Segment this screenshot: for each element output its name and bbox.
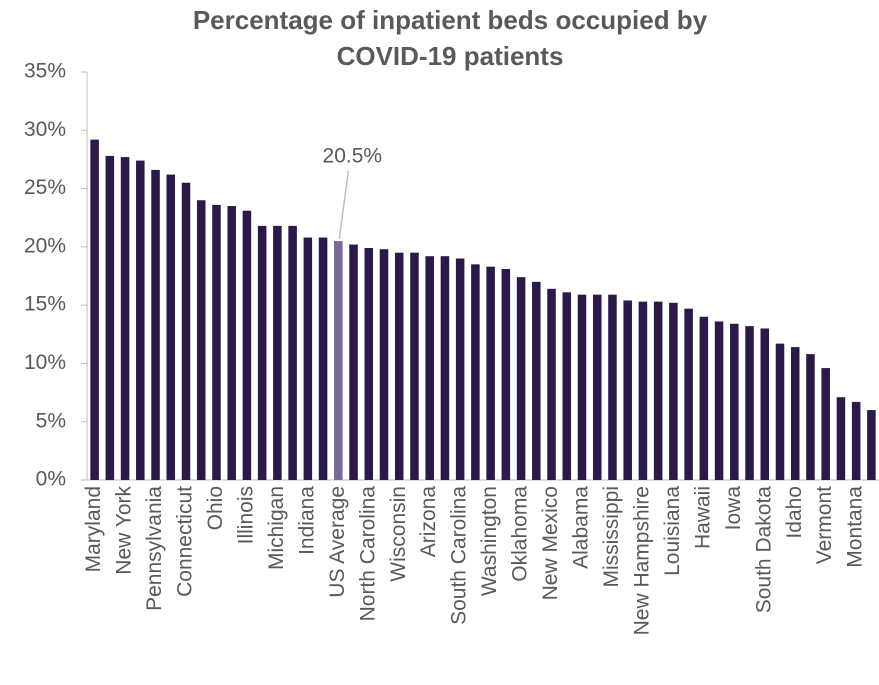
x-tick-label: Iowa xyxy=(722,486,745,531)
bar xyxy=(821,368,830,480)
bar xyxy=(120,157,130,480)
bar xyxy=(257,225,267,480)
bar xyxy=(288,225,297,480)
x-tick-label: Connecticut xyxy=(174,486,197,597)
x-tick-label: Michigan xyxy=(265,486,288,570)
bar xyxy=(730,323,739,480)
bar xyxy=(851,401,861,480)
x-tick-label: Ohio xyxy=(204,486,227,530)
x-tick-label: Vermont xyxy=(813,486,836,564)
y-tick-label: 25% xyxy=(24,176,66,199)
y-tick-label: 30% xyxy=(24,118,66,141)
bar xyxy=(638,301,648,480)
bar xyxy=(684,308,693,480)
bar xyxy=(516,277,526,480)
x-tick-label: Hawaii xyxy=(691,486,714,549)
bar xyxy=(562,292,572,480)
y-tick-label: 20% xyxy=(24,234,66,257)
bar xyxy=(151,169,160,481)
bar xyxy=(242,210,252,480)
leader-line xyxy=(338,170,350,240)
bar xyxy=(425,256,434,480)
bar xyxy=(806,354,815,480)
y-tick-label: 35% xyxy=(24,60,66,83)
bar xyxy=(334,241,343,480)
bar xyxy=(501,269,511,480)
bar xyxy=(486,266,495,480)
bar xyxy=(775,343,785,480)
x-tick-label: Oklahoma xyxy=(509,486,532,582)
data-label: 20.5% xyxy=(323,145,383,168)
bar xyxy=(836,397,846,480)
bar xyxy=(303,237,313,480)
y-tick-label: 0% xyxy=(36,468,66,491)
bar xyxy=(455,258,465,480)
bar xyxy=(90,139,99,480)
x-tick-label: Maryland xyxy=(82,486,105,572)
bar xyxy=(745,326,754,480)
bar xyxy=(577,294,587,480)
bar xyxy=(547,288,556,480)
y-tick-label: 10% xyxy=(24,351,66,374)
bar xyxy=(592,294,602,480)
bar xyxy=(623,300,632,480)
x-tick-label: Montana xyxy=(844,486,867,568)
bar xyxy=(669,302,678,480)
bar xyxy=(790,347,800,480)
x-tick-label: North Carolina xyxy=(356,486,379,622)
bar xyxy=(227,206,236,481)
x-tick-label: South Carolina xyxy=(448,486,471,625)
bar xyxy=(714,321,724,480)
x-tick-label: Indiana xyxy=(295,486,318,555)
bar xyxy=(532,281,541,480)
bar xyxy=(379,249,389,480)
x-tick-label: Mississippi xyxy=(600,486,623,588)
x-tick-label: Washington xyxy=(478,486,501,596)
chart-title: COVID-19 patients xyxy=(337,41,564,71)
x-tick-label: Illinois xyxy=(234,486,257,544)
bar xyxy=(166,174,176,480)
bar xyxy=(136,160,145,480)
bar xyxy=(608,294,617,480)
bar xyxy=(394,252,404,480)
x-tick-label: Arizona xyxy=(417,486,440,558)
bar xyxy=(440,256,450,480)
y-tick-label: 15% xyxy=(24,293,66,316)
x-tick-label: Idaho xyxy=(783,486,806,539)
chart-title: Percentage of inpatient beds occupied by xyxy=(193,5,708,35)
x-tick-label: South Dakota xyxy=(752,486,775,614)
bar xyxy=(471,264,480,480)
bar xyxy=(212,204,221,481)
bar xyxy=(349,244,358,480)
x-tick-label: New Mexico xyxy=(539,486,562,600)
x-tick-label: Alabama xyxy=(570,486,593,569)
bar xyxy=(760,328,770,480)
bar xyxy=(364,248,374,480)
bar xyxy=(699,316,709,480)
y-tick-label: 5% xyxy=(36,409,66,432)
x-tick-label: Wisconsin xyxy=(387,486,410,582)
bar xyxy=(410,252,419,480)
bar xyxy=(318,237,328,480)
bar xyxy=(196,200,206,480)
bar xyxy=(181,182,191,480)
x-tick-label: Pennsylvania xyxy=(143,486,166,611)
x-tick-label: New York xyxy=(113,486,136,575)
x-tick-label: New Hampshire xyxy=(630,486,653,635)
x-tick-label: Louisiana xyxy=(661,486,684,576)
bar xyxy=(867,410,876,480)
bar xyxy=(105,155,115,480)
bar xyxy=(273,225,282,480)
x-tick-label: US Average xyxy=(326,486,349,598)
bar xyxy=(653,301,663,480)
